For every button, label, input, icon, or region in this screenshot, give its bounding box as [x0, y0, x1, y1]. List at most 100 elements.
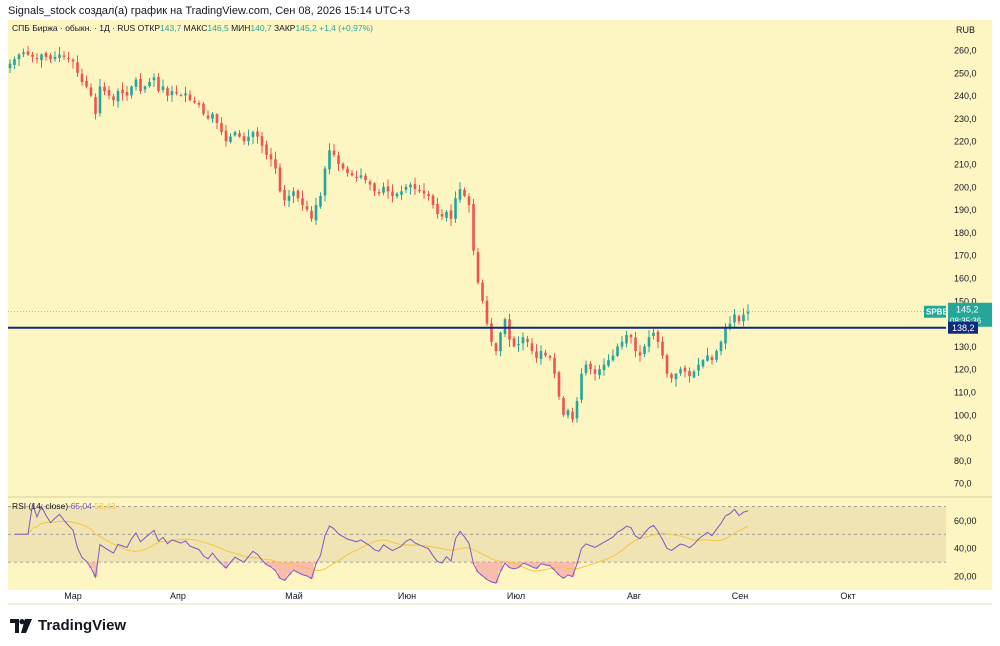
rsi-oversold-fill: [552, 562, 557, 570]
candle-body: [530, 343, 534, 351]
open-value: 143,7: [160, 23, 184, 33]
price-tick-label: 250,0: [954, 68, 977, 78]
candle-body: [706, 355, 709, 361]
candle-body: [449, 210, 453, 219]
price-tick-label: 120,0: [954, 365, 977, 375]
rsi-oversold-fill: [300, 562, 305, 575]
candle-body: [305, 206, 309, 210]
candle-body: [112, 96, 115, 101]
rsi-oversold-fill: [534, 562, 539, 569]
candles-series[interactable]: [8, 45, 750, 423]
candle-body: [71, 59, 75, 62]
candle-body: [665, 355, 669, 374]
symbol-legend: СПБ Биржа · обыкн. · 1Д · RUS ОТКР143,7 …: [12, 23, 373, 33]
candle-body: [562, 397, 565, 415]
rsi-oversold-fill: [529, 562, 535, 567]
candle-body: [607, 360, 610, 366]
price-tick-label: 180,0: [954, 228, 977, 238]
candle-body: [467, 196, 471, 206]
candle-body: [202, 103, 205, 114]
candle-body: [395, 193, 399, 197]
change-value: +1,4 (+0,97%): [319, 23, 373, 33]
candle-body: [593, 369, 597, 374]
price-axis: 260,0 250,0 240,0 230,0 220,0 210,0 200,0 190,0…: [954, 25, 977, 489]
candle-body: [688, 371, 691, 377]
rsi-oversold-fill: [543, 562, 548, 565]
candle-body: [575, 401, 579, 419]
candle-body: [337, 155, 340, 164]
candle-body: [233, 132, 237, 136]
rsi-title: RSI (14; close): [12, 501, 71, 511]
rsi-oversold-fill: [286, 562, 292, 576]
candle-body: [121, 89, 124, 94]
candle-body: [701, 360, 705, 367]
price-tick-label: 260,0: [954, 46, 977, 56]
price-tick-label: 210,0: [954, 160, 977, 170]
rsi-ma-value: 58,43: [94, 501, 116, 511]
candle-body: [602, 364, 606, 371]
candle-body: [377, 192, 381, 194]
candle-body: [260, 136, 264, 146]
time-axis: Мар Апр Май Июн Июл Авг Сен Окт: [64, 591, 855, 601]
rsi-oversold-fill: [511, 562, 517, 569]
candle-body: [35, 58, 39, 60]
time-tick-label: Мар: [64, 591, 82, 601]
candle-body: [274, 159, 277, 169]
candle-body: [116, 91, 120, 102]
candle-body: [323, 168, 327, 196]
candle-body: [148, 81, 151, 87]
candle-body: [598, 369, 601, 376]
rsi-oversold-fill: [291, 562, 296, 571]
ticker-tag-bg: [924, 305, 946, 318]
candle-body: [215, 114, 219, 123]
candle-body: [710, 357, 714, 361]
chart-attribution: Signals_stock создал(а) график на Tradin…: [8, 5, 411, 17]
candle-body: [143, 86, 147, 90]
candle-body: [652, 332, 655, 337]
candle-body: [134, 79, 138, 87]
candle-body: [287, 195, 291, 201]
time-tick-label: Окт: [840, 591, 855, 601]
candle-body: [503, 319, 507, 335]
candle-body: [589, 363, 592, 370]
chart-background: [8, 20, 946, 590]
candle-body: [697, 364, 700, 371]
candle-body: [638, 352, 642, 356]
rsi-panel[interactable]: 60,00 40,00 20,00 RSI (14; close) 65,04 58,…: [8, 501, 977, 584]
candle-body: [62, 55, 66, 57]
candle-body: [157, 77, 160, 92]
candle-body: [647, 337, 651, 347]
candle-body: [49, 55, 52, 60]
ticker-tag: SPBE: [926, 308, 948, 317]
candle-body: [89, 87, 93, 96]
time-tick-label: Авг: [627, 591, 642, 601]
candle-body: [521, 337, 525, 344]
high-value: 146,5: [207, 23, 231, 33]
price-tick-label: 160,0: [954, 274, 977, 284]
candle-body: [494, 343, 498, 351]
candle-body: [265, 144, 268, 155]
candle-body: [715, 350, 718, 360]
candle-body: [278, 167, 282, 192]
price-tick-label: 100,0: [954, 410, 977, 420]
rsi-oversold-fill: [556, 562, 562, 575]
tradingview-logo[interactable]: TradingView: [10, 617, 126, 634]
rsi-oversold-fill: [223, 562, 229, 569]
open-label: ОТКР: [138, 23, 161, 33]
price-tick-label: 80,0: [954, 456, 972, 466]
tradingview-logo-icon: [10, 618, 32, 633]
candle-body: [728, 323, 732, 328]
rsi-tick-label: 40,00: [954, 544, 977, 554]
candle-body: [566, 410, 570, 416]
rsi-oversold-fill: [538, 562, 544, 564]
candle-body: [341, 163, 345, 169]
candle-body: [125, 92, 129, 96]
candle-body: [544, 352, 547, 356]
candle-body: [422, 190, 426, 194]
rsi-tick-label: 60,00: [954, 516, 977, 526]
rsi-oversold-fill: [520, 562, 526, 564]
rsi-oversold-fill: [547, 562, 553, 566]
rsi-oversold-fill: [475, 562, 481, 573]
